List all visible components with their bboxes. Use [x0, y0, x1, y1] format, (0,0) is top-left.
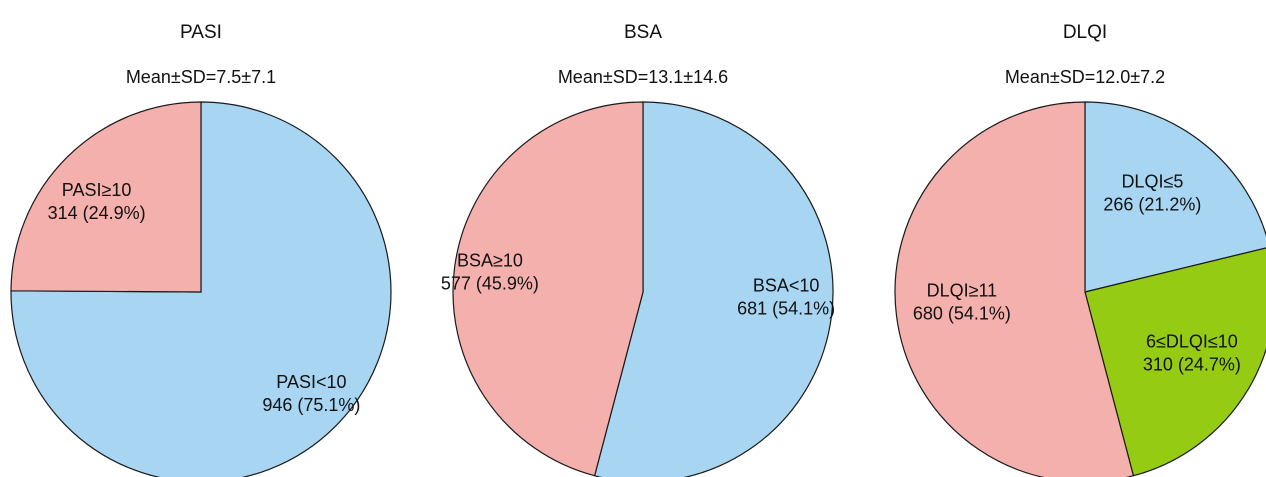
slice-label-bsa-ge-10: BSA≥10 577 (45.9%) [441, 250, 539, 293]
slice-label-bsa-lt-10: BSA<10 681 (54.1%) [737, 276, 835, 319]
pasi-pie-chart: PASI Mean±SD=7.5±7.1 PASI<10 946 (75.1%)P… [10, 22, 392, 477]
slice-bsa-ge-10 [452, 101, 644, 477]
slice-value: 310 (24.7%) [1143, 354, 1241, 374]
slice-label-dlqi-ge-11: DLQI≥11 680 (54.1%) [913, 281, 1011, 324]
pasi-mean-sd: Mean±SD=7.5±7.1 [126, 67, 276, 87]
slice-category: DLQI≤5 [1121, 171, 1183, 191]
slice-category: PASI<10 [276, 372, 346, 392]
slice-6-le-dlqi-le-10 [1084, 247, 1266, 477]
slice-category: BSA<10 [753, 276, 820, 296]
slice-value: 681 (54.1%) [737, 299, 835, 319]
slice-value: 266 (21.2%) [1103, 194, 1201, 214]
bsa-chart-title: BSA [624, 22, 662, 43]
pasi-slice-labels: PASI<10 946 (75.1%) PASI≥10 314 (24.9%) [48, 180, 361, 415]
slice-category: BSA≥10 [457, 250, 523, 270]
slice-value: 680 (54.1%) [913, 304, 1011, 324]
dlqi-pie-chart: DLQI Mean±SD=12.0±7.2 DLQI≤5 266 (21.2%) 6… [894, 22, 1266, 477]
pasi-chart-title: PASI [180, 22, 222, 43]
slice-label-pasi-lt-10: PASI<10 946 (75.1%) [262, 372, 360, 415]
slice-category: 6≤DLQI≤10 [1146, 331, 1238, 351]
dlqi-slices [894, 101, 1266, 477]
slice-value: 314 (24.9%) [48, 203, 146, 223]
slice-label-dlqi-le-5: DLQI≤5 266 (21.2%) [1103, 171, 1201, 214]
slice-pasi-ge-10 [10, 101, 202, 293]
dlqi-chart-title: DLQI [1063, 22, 1107, 43]
bsa-mean-sd: Mean±SD=13.1±14.6 [558, 67, 728, 87]
slice-value: 577 (45.9%) [441, 273, 539, 293]
dlqi-slice-labels: DLQI≤5 266 (21.2%) 6≤DLQI≤10 310 (24.7%) DLQ… [913, 171, 1241, 374]
slice-pasi-lt-10 [10, 101, 392, 477]
bsa-pie-chart: BSA Mean±SD=13.1±14.6 BSA<10 681 (54.1%)B… [441, 22, 835, 477]
slice-value: 946 (75.1%) [262, 395, 360, 415]
slice-category: PASI≥10 [62, 180, 132, 200]
slice-label-pasi-ge-10: PASI≥10 314 (24.9%) [48, 180, 146, 223]
bsa-slice-labels: BSA<10 681 (54.1%) BSA≥10 577 (45.9%) [441, 250, 835, 318]
slice-label-6-le-dlqi-le-10: 6≤DLQI≤10 310 (24.7%) [1143, 331, 1241, 374]
slice-category: DLQI≥11 [927, 281, 998, 301]
slice-dlqi-le-5 [1084, 101, 1266, 293]
bsa-slices [452, 101, 834, 477]
pasi-slices [10, 101, 392, 477]
dlqi-mean-sd: Mean±SD=12.0±7.2 [1005, 67, 1165, 87]
